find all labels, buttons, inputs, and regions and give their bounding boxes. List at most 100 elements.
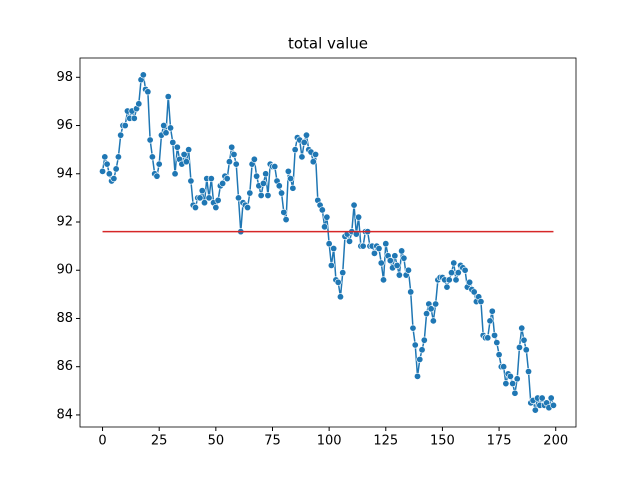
point: [375, 245, 383, 253]
point: [271, 163, 279, 171]
y-tick-label: 88: [56, 311, 73, 326]
point: [418, 346, 426, 354]
point: [289, 184, 297, 192]
point: [135, 100, 143, 108]
y-tick-label: 98: [56, 70, 73, 85]
point: [275, 182, 283, 190]
point: [291, 146, 299, 154]
point: [330, 245, 338, 253]
point: [205, 194, 213, 202]
point: [531, 406, 539, 414]
point: [477, 298, 485, 306]
point: [470, 288, 478, 296]
point: [450, 259, 458, 267]
point: [318, 206, 326, 214]
point: [250, 155, 258, 163]
point: [466, 278, 474, 286]
point: [244, 204, 252, 212]
point: [232, 160, 240, 168]
point: [264, 191, 272, 199]
point: [346, 237, 354, 245]
x-tick-label: 25: [151, 434, 168, 449]
point: [400, 254, 408, 262]
point: [515, 343, 523, 351]
point: [169, 138, 177, 146]
y-tick-label: 84: [56, 407, 73, 422]
point: [228, 143, 236, 151]
x-tick-label: 175: [487, 434, 512, 449]
point: [167, 124, 175, 132]
point: [212, 204, 220, 212]
point: [278, 189, 286, 197]
point: [506, 372, 514, 380]
point: [443, 283, 451, 291]
point: [495, 351, 503, 359]
point: [103, 160, 111, 168]
point: [509, 380, 517, 388]
point: [488, 307, 496, 315]
y-tick-label: 86: [56, 359, 73, 374]
point: [500, 363, 508, 371]
y-tick-label: 96: [56, 118, 73, 133]
point: [352, 230, 360, 238]
point: [121, 122, 129, 130]
point: [99, 167, 107, 175]
point: [520, 336, 528, 344]
point: [538, 394, 546, 402]
y-tick-label: 92: [56, 215, 73, 230]
x-tick-label: 75: [264, 434, 281, 449]
point: [284, 167, 292, 175]
point: [370, 249, 378, 257]
point: [130, 114, 138, 122]
point: [355, 213, 363, 221]
point: [432, 300, 440, 308]
x-tick-label: 100: [317, 434, 342, 449]
point: [259, 179, 267, 187]
point: [105, 170, 113, 178]
point: [502, 380, 510, 388]
point: [196, 194, 204, 202]
point: [486, 317, 494, 325]
point: [144, 88, 152, 96]
y-tick-label: 94: [56, 166, 73, 181]
chart-title: total value: [288, 35, 368, 53]
point: [323, 213, 331, 221]
point: [153, 172, 161, 180]
point: [359, 242, 367, 250]
point: [262, 170, 270, 178]
point: [409, 324, 417, 332]
x-tick-label: 200: [543, 434, 568, 449]
y-tick-label: 90: [56, 263, 73, 278]
point: [549, 401, 557, 409]
point: [377, 259, 385, 267]
point: [325, 240, 333, 248]
point: [110, 175, 118, 183]
point: [420, 336, 428, 344]
point: [411, 341, 419, 349]
point: [491, 331, 499, 339]
point: [525, 368, 533, 376]
point: [513, 375, 521, 383]
x-tick-label: 50: [208, 434, 225, 449]
point: [454, 269, 462, 277]
point: [282, 216, 290, 224]
point: [414, 372, 422, 380]
point: [398, 247, 406, 255]
point: [155, 160, 163, 168]
point: [162, 129, 170, 137]
point: [391, 252, 399, 260]
point: [350, 201, 358, 209]
point: [445, 276, 453, 284]
point: [253, 172, 261, 180]
point: [452, 276, 460, 284]
point: [164, 93, 172, 101]
point: [180, 150, 188, 158]
point: [201, 199, 209, 207]
point: [416, 355, 424, 363]
point: [139, 71, 147, 79]
plot-frame: [79, 57, 577, 428]
point: [214, 196, 222, 204]
point: [484, 334, 492, 342]
point: [101, 153, 109, 161]
